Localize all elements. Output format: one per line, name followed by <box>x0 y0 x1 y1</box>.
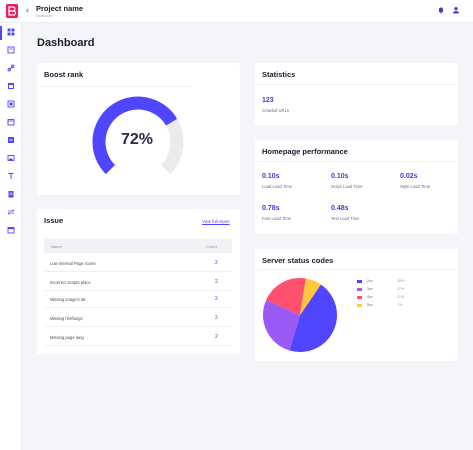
legend-label: 3xx <box>367 287 373 291</box>
metric-label: Style Load Time <box>400 184 431 189</box>
table-row[interactable]: Missing hreflangs 2 <box>44 311 232 327</box>
sidebar <box>0 23 22 450</box>
homepage-performance-card <box>255 140 458 234</box>
calendar-check-icon[interactable] <box>7 118 15 126</box>
table-row[interactable]: Missing image's alt 2 <box>44 292 232 308</box>
clipboard-icon[interactable] <box>7 190 15 198</box>
dashboard-icon[interactable] <box>7 28 15 36</box>
column-header-count[interactable]: Count <box>206 244 217 249</box>
calendar-icon[interactable] <box>7 82 15 90</box>
top-bar: ‹ Project name localhost <box>0 0 473 23</box>
back-chevron-icon[interactable]: ‹ <box>26 5 29 15</box>
view-full-report-link[interactable]: View full report <box>202 219 230 224</box>
boost-rank-value: 72% <box>121 131 154 148</box>
issue-name: Low Internal Page Score <box>50 261 96 266</box>
metric-label: Font Load Time <box>262 216 292 221</box>
metric-label: Script Load Time <box>331 184 363 189</box>
legend-value: 21% <box>397 295 405 299</box>
legend-swatch <box>357 296 362 299</box>
boost-rank-gauge <box>92 96 184 175</box>
server-status-title: Server status codes <box>262 256 334 265</box>
card-divider <box>258 84 456 85</box>
metric-value: 0.10s <box>331 173 349 180</box>
server-status-pie-chart <box>263 277 338 353</box>
card-divider <box>258 269 456 270</box>
table-row[interactable]: Low Internal Page Score 2 <box>44 256 232 272</box>
project-name: Project name <box>36 4 84 13</box>
crawled-urls-value: 123 <box>262 97 274 104</box>
column-header-name[interactable]: Name <box>51 244 62 249</box>
crawled-urls-label: Crawled URLs <box>262 108 289 113</box>
page-title: Dashboard <box>37 37 95 49</box>
text-icon[interactable] <box>7 172 15 180</box>
table-row[interactable]: Missing page lang 2 <box>44 330 232 346</box>
issue-name: Missing image's alt <box>50 297 86 302</box>
project-subtitle: localhost <box>36 13 52 18</box>
card-divider <box>258 161 456 162</box>
swap-icon[interactable] <box>7 208 15 216</box>
legend-swatch <box>357 304 362 307</box>
metric-value: 0.78s <box>262 205 280 212</box>
pie-slice <box>266 277 306 315</box>
metric-value: 0.10s <box>262 173 280 180</box>
legend-label: 4xx <box>367 295 373 299</box>
issue-count: 2 <box>215 279 218 285</box>
link-icon[interactable] <box>7 64 15 72</box>
user-icon[interactable] <box>452 6 460 14</box>
issue-table-header: Name Count <box>44 239 232 253</box>
legend-swatch <box>357 288 362 291</box>
pie-slice <box>300 278 321 315</box>
table-row[interactable]: Incorrect scripts place 2 <box>44 275 232 291</box>
homepage-performance-title: Homepage performance <box>262 147 348 156</box>
image-icon[interactable] <box>7 154 15 162</box>
issue-count: 2 <box>215 334 218 340</box>
issue-name: Missing hreflangs <box>50 316 83 321</box>
issue-title: Issue <box>44 216 64 225</box>
pie-slice <box>289 284 338 353</box>
monitor-icon[interactable] <box>7 136 15 144</box>
issue-count: 2 <box>215 315 218 321</box>
metric-label: Text Load Time <box>331 216 360 221</box>
issue-count: 2 <box>215 260 218 266</box>
issue-name: Incorrect scripts place <box>50 280 91 285</box>
issue-count: 2 <box>215 296 218 302</box>
legend-label: 5xx <box>367 303 373 307</box>
legend-swatch <box>357 280 362 283</box>
statistics-title: Statistics <box>262 70 296 79</box>
issue-name: Missing page lang <box>50 335 84 340</box>
gauge-fill <box>92 96 178 175</box>
logo-icon[interactable] <box>6 4 18 18</box>
metric-value: 0.02s <box>400 173 418 180</box>
legend-value: 27% <box>397 287 405 291</box>
card-divider <box>41 86 191 87</box>
legend-value: 7% <box>397 303 403 307</box>
schedule-icon[interactable] <box>7 226 15 234</box>
pie-slice <box>263 300 300 351</box>
bell-icon[interactable] <box>437 6 445 14</box>
sidebar-active-indicator <box>0 26 2 40</box>
statistics-card <box>255 63 458 125</box>
issue-card <box>37 209 240 354</box>
document-icon[interactable] <box>7 100 15 108</box>
metric-value: 0.48s <box>331 205 349 212</box>
boost-rank-card <box>37 63 240 195</box>
legend-value: 45% <box>397 279 405 283</box>
metric-label: Load Load Time <box>262 184 293 189</box>
legend-label: 2xx <box>367 279 373 283</box>
reports-icon[interactable] <box>7 46 15 54</box>
boost-rank-title: Boost rank <box>44 70 84 79</box>
